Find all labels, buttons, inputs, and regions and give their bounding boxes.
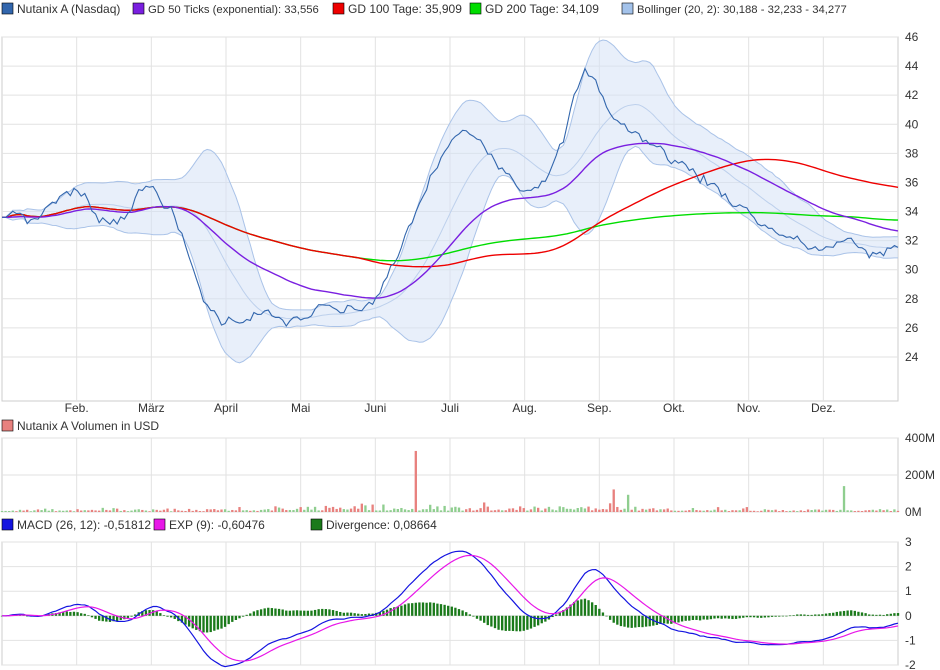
svg-text:Nutanix A (Nasdaq): Nutanix A (Nasdaq) <box>17 2 120 16</box>
svg-text:Divergence: 0,08664: Divergence: 0,08664 <box>326 518 437 532</box>
svg-text:April: April <box>214 401 238 415</box>
svg-text:38: 38 <box>905 146 919 160</box>
svg-text:-2: -2 <box>905 658 916 670</box>
svg-text:GD 100 Tage: 35,909: GD 100 Tage: 35,909 <box>348 2 462 16</box>
svg-text:28: 28 <box>905 292 919 306</box>
svg-text:44: 44 <box>905 59 919 73</box>
svg-text:40: 40 <box>905 117 919 131</box>
svg-text:Juli: Juli <box>441 401 459 415</box>
svg-text:2: 2 <box>905 560 912 574</box>
svg-text:Aug.: Aug. <box>512 401 537 415</box>
svg-text:Nutanix A Volumen in USD: Nutanix A Volumen in USD <box>17 419 159 433</box>
svg-text:200M: 200M <box>905 468 935 482</box>
svg-text:Mai: Mai <box>291 401 310 415</box>
svg-text:42: 42 <box>905 88 919 102</box>
svg-text:46: 46 <box>905 30 919 44</box>
svg-text:Sep.: Sep. <box>587 401 612 415</box>
svg-text:EXP (9): -0,60476: EXP (9): -0,60476 <box>169 518 265 532</box>
svg-text:Bollinger (20, 2): 30,188 - 32: Bollinger (20, 2): 30,188 - 32,233 - 34,… <box>637 4 847 16</box>
svg-text:36: 36 <box>905 175 919 189</box>
svg-text:Okt.: Okt. <box>663 401 685 415</box>
svg-text:30: 30 <box>905 263 919 277</box>
svg-text:26: 26 <box>905 321 919 335</box>
svg-text:Feb.: Feb. <box>65 401 89 415</box>
svg-text:GD 200 Tage: 34,109: GD 200 Tage: 34,109 <box>485 2 599 16</box>
svg-text:Nov.: Nov. <box>737 401 761 415</box>
svg-text:Juni: Juni <box>364 401 386 415</box>
svg-text:GD 50 Ticks (exponential): 33,: GD 50 Ticks (exponential): 33,556 <box>148 4 319 16</box>
svg-text:34: 34 <box>905 205 919 219</box>
svg-text:1: 1 <box>905 584 912 598</box>
svg-text:MACD (26, 12): -0,51812: MACD (26, 12): -0,51812 <box>17 518 151 532</box>
svg-text:400M: 400M <box>905 431 935 445</box>
svg-text:0: 0 <box>905 609 912 623</box>
svg-text:Dez.: Dez. <box>811 401 836 415</box>
svg-text:-1: -1 <box>905 633 916 647</box>
svg-text:3: 3 <box>905 535 912 549</box>
svg-text:März: März <box>138 401 165 415</box>
svg-text:24: 24 <box>905 350 919 364</box>
svg-text:0M: 0M <box>905 505 922 519</box>
svg-text:32: 32 <box>905 234 919 248</box>
